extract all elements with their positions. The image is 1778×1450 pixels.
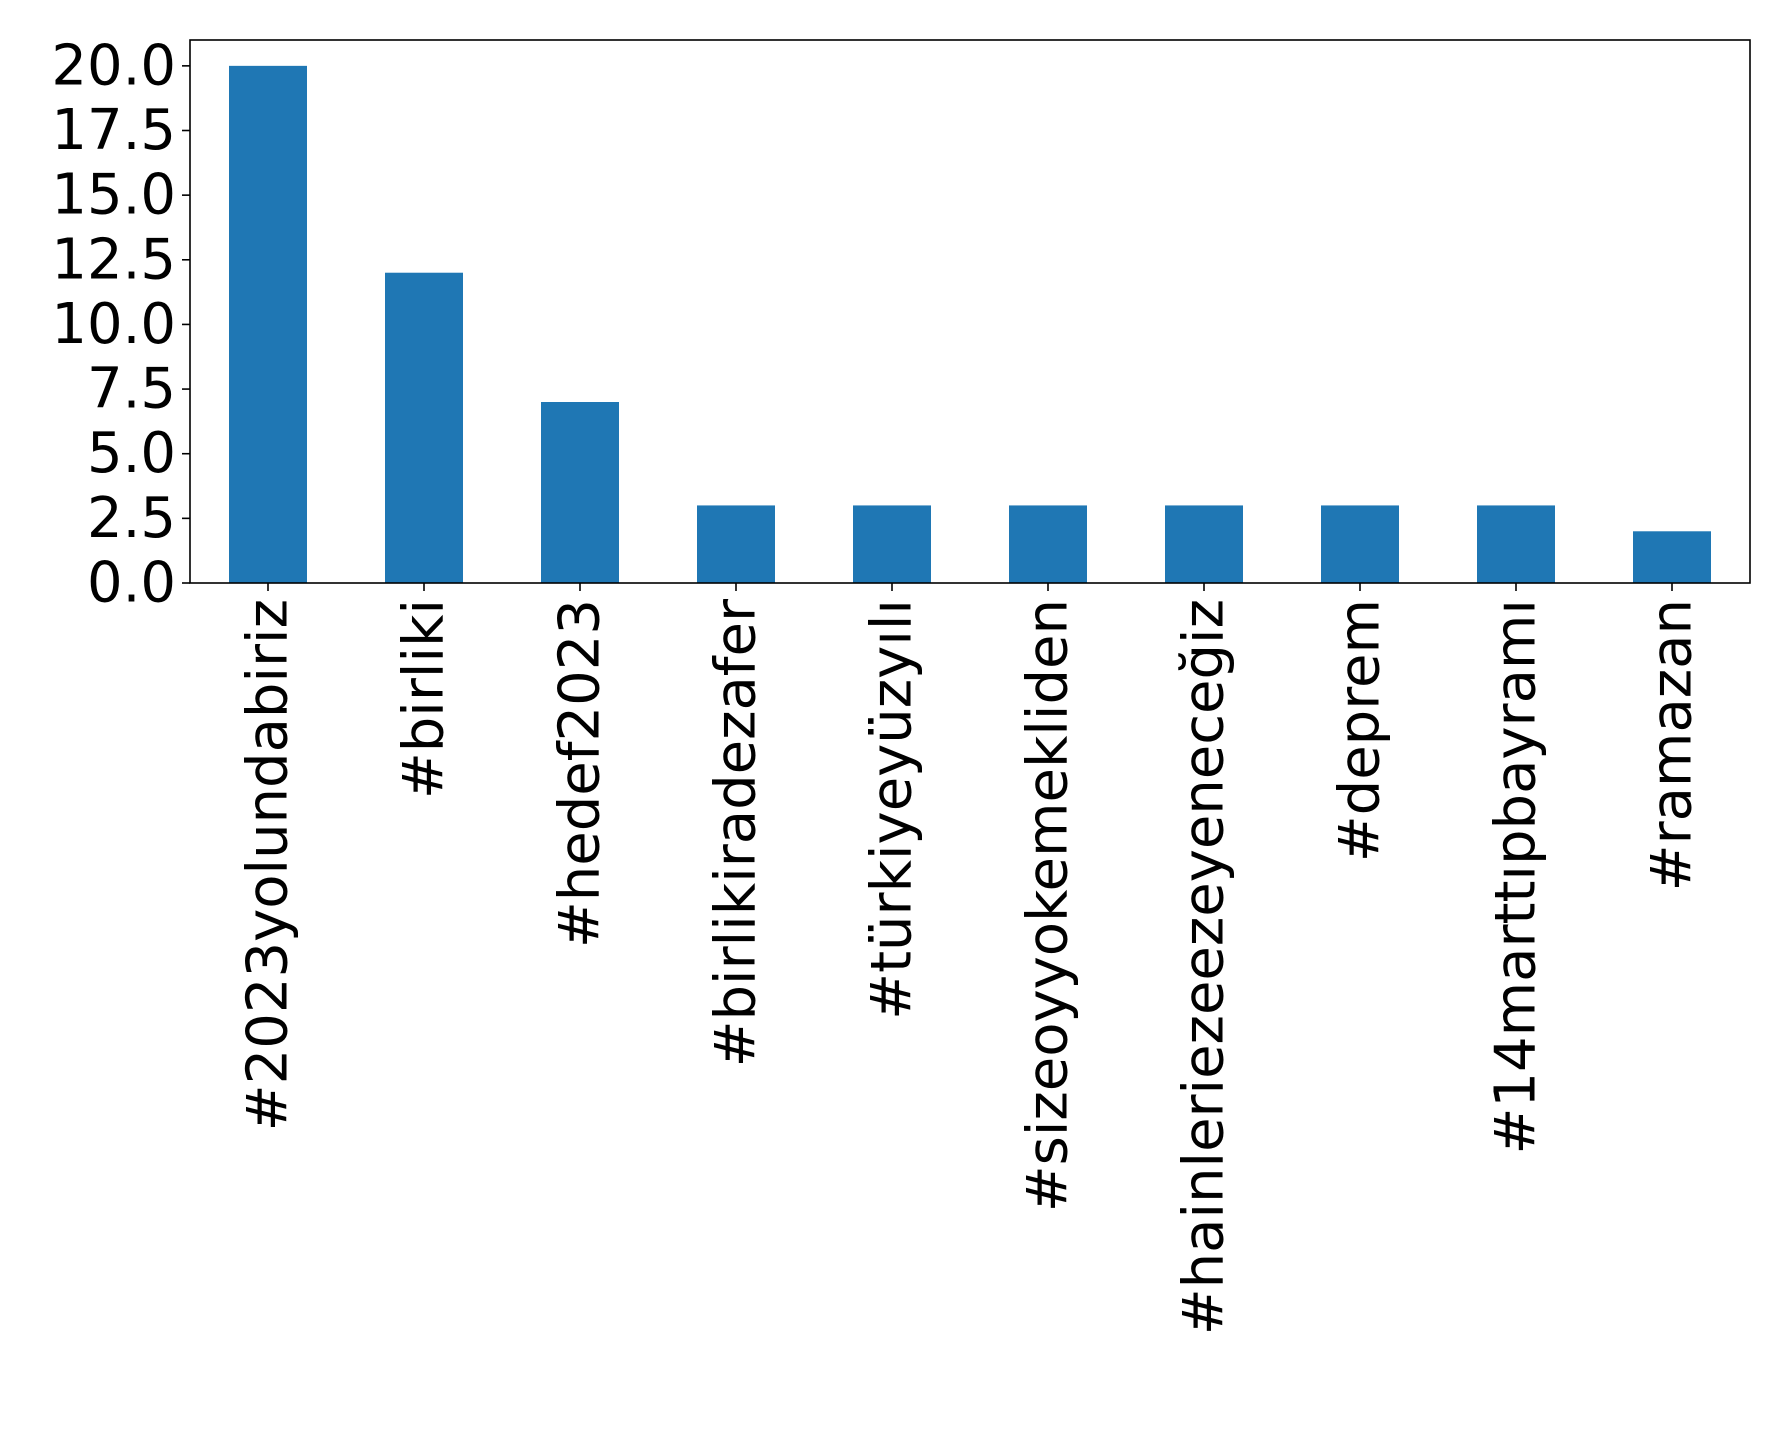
- y-tick-label-0: 0.0: [87, 551, 176, 616]
- x-tick-label-3: #birlikiradezafer: [704, 598, 769, 1067]
- bar-5: [1009, 505, 1087, 583]
- y-tick-label-6: 15.0: [51, 163, 176, 228]
- bar-4: [853, 505, 931, 583]
- x-tick-label-5: #sizeoyyokemekliden: [1016, 599, 1081, 1212]
- x-tick-label-0: #2023yolundabiriz: [236, 599, 301, 1131]
- bar-8: [1477, 505, 1555, 583]
- x-tick-label-1: #birliki: [392, 599, 457, 799]
- x-tick-label-4: #türkiyeyüzyılı: [860, 599, 925, 1020]
- bar-2: [541, 402, 619, 583]
- y-tick-label-3: 7.5: [87, 357, 176, 422]
- x-tick-label-7: #deprem: [1328, 599, 1393, 862]
- y-tick-label-1: 2.5: [87, 486, 176, 551]
- x-tick-label-9: #ramazan: [1640, 599, 1705, 891]
- bar-9: [1633, 531, 1711, 583]
- x-tick-label-8: #14marttıpbayramı: [1484, 599, 1549, 1155]
- bar-1: [385, 272, 463, 583]
- y-tick-label-5: 12.5: [51, 227, 176, 292]
- y-tick-label-8: 20.0: [51, 33, 176, 98]
- y-tick-label-2: 5.0: [87, 421, 176, 486]
- bar-6: [1165, 505, 1243, 583]
- y-axis: 0.02.55.07.510.012.515.017.520.0: [51, 33, 190, 616]
- y-tick-label-4: 10.0: [51, 292, 176, 357]
- plot-frame: [189, 39, 1751, 584]
- bar-3: [697, 505, 775, 583]
- bar-7: [1321, 505, 1399, 583]
- x-tick-label-6: #hainleriezeezeyeneceğiz: [1172, 599, 1237, 1335]
- bar-0: [229, 65, 307, 584]
- x-tick-label-2: #hedef2023: [548, 599, 613, 948]
- x-axis: #2023yolundabiriz #birliki #hedef2023 #birl…: [236, 583, 1705, 1335]
- y-tick-label-7: 17.5: [51, 98, 176, 163]
- bars-layer: [229, 65, 1711, 584]
